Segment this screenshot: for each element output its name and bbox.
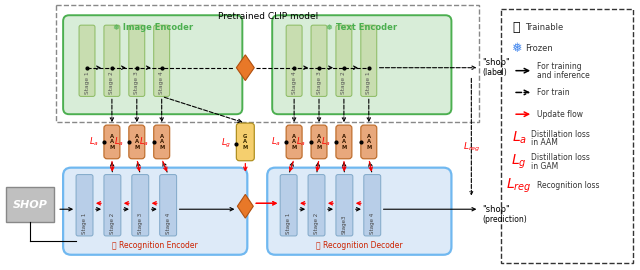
Text: Stage 1: Stage 1 xyxy=(82,213,87,234)
FancyBboxPatch shape xyxy=(361,125,377,159)
Text: Stage 2: Stage 2 xyxy=(110,213,115,234)
Text: Trainable: Trainable xyxy=(525,23,563,32)
Text: $\mathit{L}_{reg}$: $\mathit{L}_{reg}$ xyxy=(463,141,480,154)
Text: Distillation loss: Distillation loss xyxy=(531,153,590,162)
Text: Stage 4: Stage 4 xyxy=(292,72,296,94)
FancyBboxPatch shape xyxy=(132,175,148,236)
FancyBboxPatch shape xyxy=(272,15,451,114)
FancyBboxPatch shape xyxy=(63,15,243,114)
Text: Stage 2: Stage 2 xyxy=(314,213,319,234)
Text: Stage 3: Stage 3 xyxy=(317,72,321,94)
Text: Stage 4: Stage 4 xyxy=(370,213,375,234)
FancyBboxPatch shape xyxy=(336,25,352,96)
FancyBboxPatch shape xyxy=(286,25,302,96)
Text: in AAM: in AAM xyxy=(531,139,558,147)
Text: A
A
M: A A M xyxy=(291,134,297,150)
Text: $\mathit{L}_g$: $\mathit{L}_g$ xyxy=(511,153,527,171)
Bar xyxy=(56,5,479,122)
FancyBboxPatch shape xyxy=(79,25,95,96)
Text: $\mathit{L}_a$: $\mathit{L}_a$ xyxy=(296,136,306,148)
Text: 🔥 Recognition Decoder: 🔥 Recognition Decoder xyxy=(316,241,403,250)
FancyBboxPatch shape xyxy=(286,125,302,159)
Text: ❅: ❅ xyxy=(511,42,522,55)
Polygon shape xyxy=(237,194,253,218)
Polygon shape xyxy=(236,55,254,80)
Text: Stage 4: Stage 4 xyxy=(159,72,164,94)
Text: $\mathit{L}_a$: $\mathit{L}_a$ xyxy=(114,136,124,148)
Text: A
A
M: A A M xyxy=(134,134,140,150)
Text: A
A
M: A A M xyxy=(109,134,115,150)
Text: Stage 1: Stage 1 xyxy=(366,72,371,94)
Text: A
A
M: A A M xyxy=(316,134,322,150)
Text: Stage 2: Stage 2 xyxy=(109,72,115,94)
FancyBboxPatch shape xyxy=(129,125,145,159)
Text: Distillation loss: Distillation loss xyxy=(531,130,590,139)
Text: Recognition loss: Recognition loss xyxy=(537,181,600,190)
FancyBboxPatch shape xyxy=(336,175,353,236)
Text: $\mathit{L}_a$: $\mathit{L}_a$ xyxy=(139,136,148,148)
Text: Update flow: Update flow xyxy=(537,110,583,119)
FancyBboxPatch shape xyxy=(129,25,145,96)
Text: $\mathit{L}_a$: $\mathit{L}_a$ xyxy=(511,130,527,146)
FancyBboxPatch shape xyxy=(280,175,297,236)
FancyBboxPatch shape xyxy=(154,25,170,96)
Text: Stage 1: Stage 1 xyxy=(84,72,90,94)
FancyBboxPatch shape xyxy=(308,175,325,236)
FancyBboxPatch shape xyxy=(311,25,327,96)
Text: Stage 2: Stage 2 xyxy=(341,72,346,94)
Text: A
A
M: A A M xyxy=(341,134,346,150)
Text: (prediction): (prediction) xyxy=(483,215,527,224)
Text: ❅ Text Encoder: ❅ Text Encoder xyxy=(326,23,397,32)
Text: G
A
M: G A M xyxy=(243,134,248,150)
FancyBboxPatch shape xyxy=(104,25,120,96)
FancyBboxPatch shape xyxy=(154,125,170,159)
Text: Stage3: Stage3 xyxy=(342,214,347,234)
Bar xyxy=(501,9,632,263)
FancyBboxPatch shape xyxy=(268,168,451,255)
Text: SHOP: SHOP xyxy=(13,200,48,210)
FancyBboxPatch shape xyxy=(336,125,352,159)
Text: Stage 4: Stage 4 xyxy=(166,213,171,234)
Text: Stage 3: Stage 3 xyxy=(134,72,140,94)
Text: Frozen: Frozen xyxy=(525,44,553,53)
Text: "shop": "shop" xyxy=(483,205,510,214)
Text: $\mathit{L}_g$: $\mathit{L}_g$ xyxy=(221,137,232,150)
Text: A
A
M: A A M xyxy=(159,134,164,150)
Text: "shop": "shop" xyxy=(483,58,510,67)
Text: 🔥 Recognition Encoder: 🔥 Recognition Encoder xyxy=(113,241,198,250)
Text: ❅ Image Encoder: ❅ Image Encoder xyxy=(113,23,193,32)
FancyBboxPatch shape xyxy=(361,25,377,96)
FancyBboxPatch shape xyxy=(63,168,247,255)
Text: $\mathit{L}_{reg}$: $\mathit{L}_{reg}$ xyxy=(506,176,532,195)
Text: Pretrained CLIP model: Pretrained CLIP model xyxy=(218,12,318,21)
Text: $\mathit{L}_a$: $\mathit{L}_a$ xyxy=(321,136,331,148)
Text: Stage 1: Stage 1 xyxy=(286,213,291,234)
FancyBboxPatch shape xyxy=(364,175,381,236)
Text: $\mathit{L}_a$: $\mathit{L}_a$ xyxy=(271,136,281,148)
Bar xyxy=(6,187,54,222)
FancyBboxPatch shape xyxy=(104,125,120,159)
FancyBboxPatch shape xyxy=(160,175,177,236)
Text: and inference: and inference xyxy=(537,71,590,80)
Text: A
A
M: A A M xyxy=(366,134,371,150)
FancyBboxPatch shape xyxy=(236,123,254,161)
Text: 🔥: 🔥 xyxy=(513,21,520,34)
FancyBboxPatch shape xyxy=(311,125,327,159)
Text: For training: For training xyxy=(537,62,582,71)
Text: $\mathit{L}_a$: $\mathit{L}_a$ xyxy=(89,136,99,148)
Text: (label): (label) xyxy=(483,68,507,77)
Text: Stage 3: Stage 3 xyxy=(138,213,143,234)
Text: in GAM: in GAM xyxy=(531,162,558,171)
Text: For train: For train xyxy=(537,88,570,97)
FancyBboxPatch shape xyxy=(76,175,93,236)
FancyBboxPatch shape xyxy=(104,175,121,236)
